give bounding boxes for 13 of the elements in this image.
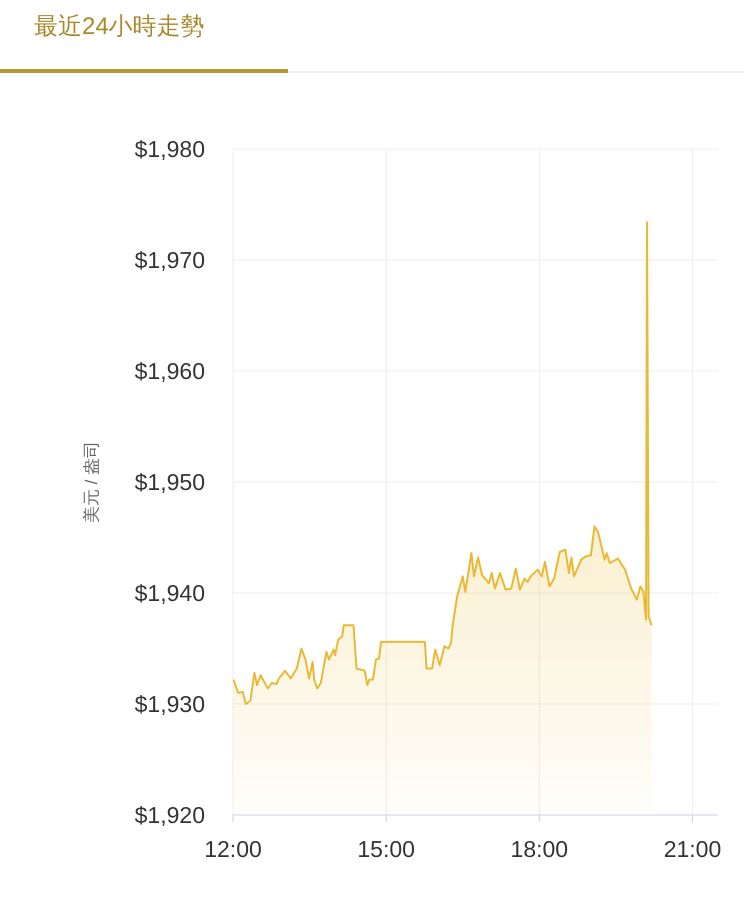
y-tick-label: $1,920 [134,802,205,828]
y-tick-label: $1,940 [134,580,205,606]
y-axis-title: 美元 / 盎司 [82,440,101,524]
x-tick-label: 21:00 [664,836,722,862]
x-tick-label: 12:00 [204,836,262,862]
y-tick-label: $1,970 [134,247,205,273]
y-tick-label: $1,950 [134,469,205,495]
y-tick-label: $1,960 [134,358,205,384]
x-tick-label: 18:00 [510,836,568,862]
y-tick-label: $1,980 [134,136,205,162]
x-tick-label: 15:00 [357,836,415,862]
y-tick-label: $1,930 [134,691,205,717]
title: 最近24小時走勢 [34,13,205,40]
